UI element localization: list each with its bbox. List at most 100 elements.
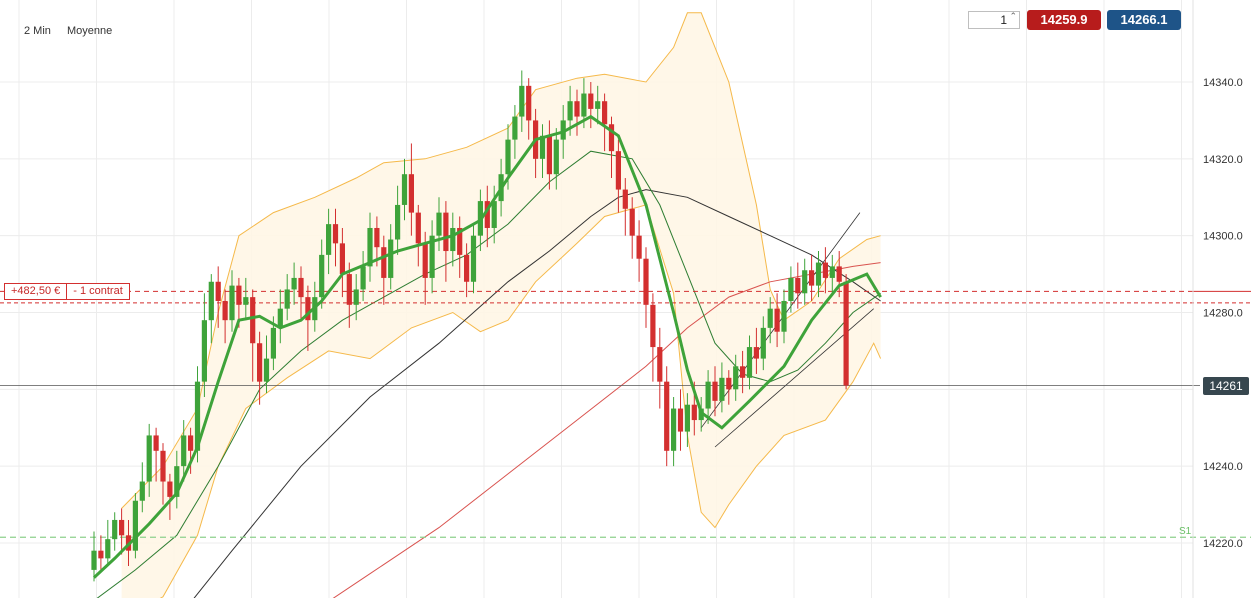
candle-body xyxy=(408,174,414,213)
position-tag[interactable]: +482,50 € - 1 contrat xyxy=(4,283,130,300)
candle-body xyxy=(98,550,104,559)
candle-body xyxy=(422,243,428,278)
candle xyxy=(677,389,684,451)
candle-body xyxy=(539,135,546,159)
candle xyxy=(588,82,594,129)
candle xyxy=(153,427,159,482)
candle-body xyxy=(664,381,670,451)
candle-body xyxy=(815,262,822,286)
candle xyxy=(215,266,221,328)
quantity-input[interactable]: 1 ⌃ xyxy=(968,11,1020,29)
candle-body xyxy=(470,235,477,282)
candle-body xyxy=(395,204,401,240)
candle-body xyxy=(367,227,373,267)
timeframe-label[interactable]: 2 Min xyxy=(24,25,51,37)
candle-body xyxy=(353,289,359,305)
candle xyxy=(146,423,152,497)
candle xyxy=(277,289,283,344)
candle-body xyxy=(443,212,449,252)
candle xyxy=(250,289,256,382)
candle xyxy=(429,220,435,294)
candle xyxy=(139,462,145,513)
candle xyxy=(712,366,718,417)
candle-body xyxy=(326,224,332,255)
candle xyxy=(774,293,780,348)
candle-body xyxy=(319,254,325,298)
candle-body xyxy=(484,201,490,228)
moving-average-fast-line xyxy=(92,114,882,579)
candle xyxy=(539,124,546,179)
candle xyxy=(243,277,249,321)
indicator-label[interactable]: Moyenne xyxy=(67,25,113,37)
candle-body xyxy=(457,227,463,255)
candle xyxy=(367,212,373,282)
candle xyxy=(664,366,670,467)
candle xyxy=(650,293,656,382)
candle xyxy=(629,197,635,259)
candle xyxy=(98,535,104,570)
support-s1-label: S1 xyxy=(1179,526,1192,537)
candle xyxy=(802,258,808,305)
candle xyxy=(815,251,822,298)
candle-body xyxy=(91,550,97,570)
candle-body xyxy=(132,500,138,551)
candle-body xyxy=(822,262,828,278)
candle-body xyxy=(146,435,152,482)
candle xyxy=(201,293,207,398)
bollinger-band-fill xyxy=(121,12,881,598)
candle-body xyxy=(615,151,621,190)
price-tick-label: 14240.0 xyxy=(1203,461,1243,473)
candle-body xyxy=(836,266,842,282)
candle-body xyxy=(574,101,580,117)
candle xyxy=(353,274,359,321)
candle-body xyxy=(608,124,615,152)
trend-channel-upper-line[interactable] xyxy=(700,212,861,429)
candle xyxy=(836,251,842,298)
candle xyxy=(491,185,497,244)
candle-body xyxy=(719,377,725,401)
candle-body xyxy=(332,224,339,244)
candle xyxy=(546,120,552,190)
candle xyxy=(615,139,621,213)
candle xyxy=(181,420,187,482)
candle xyxy=(829,254,835,294)
candle-body xyxy=(167,481,173,497)
candle-body xyxy=(429,235,435,278)
buy-button[interactable]: 14266.1 xyxy=(1107,10,1181,30)
candle xyxy=(346,262,352,328)
candle-body xyxy=(505,139,511,175)
candle-body xyxy=(401,174,408,205)
candle xyxy=(822,247,828,294)
candle-body xyxy=(291,277,297,290)
candle-body xyxy=(567,101,573,121)
sell-button[interactable]: 14259.9 xyxy=(1027,10,1101,30)
candle xyxy=(332,208,339,267)
candle xyxy=(512,105,518,159)
candle xyxy=(519,70,525,132)
candle-body xyxy=(760,327,766,359)
candle-body xyxy=(208,281,214,321)
candle xyxy=(602,93,608,152)
candle-body xyxy=(774,308,780,332)
candle-body xyxy=(671,408,677,451)
position-pnl: +482,50 € xyxy=(5,284,68,299)
candle xyxy=(408,143,414,236)
quantity-stepper-up-icon[interactable]: ⌃ xyxy=(1009,11,1017,21)
candle-body xyxy=(733,366,739,390)
candle-body xyxy=(250,297,256,344)
price-tick-label: 14340.0 xyxy=(1203,77,1243,89)
candle-body xyxy=(809,270,815,286)
candle-body xyxy=(346,274,352,305)
candle xyxy=(470,224,477,294)
candle xyxy=(339,227,345,298)
candle xyxy=(788,266,794,313)
candle xyxy=(526,78,532,140)
candle-body xyxy=(788,277,794,301)
candle-body xyxy=(629,208,635,236)
candle-body xyxy=(374,227,380,248)
candle-body xyxy=(263,358,270,382)
candle xyxy=(705,370,711,424)
candle-body xyxy=(236,285,242,305)
candle-body xyxy=(222,300,228,321)
